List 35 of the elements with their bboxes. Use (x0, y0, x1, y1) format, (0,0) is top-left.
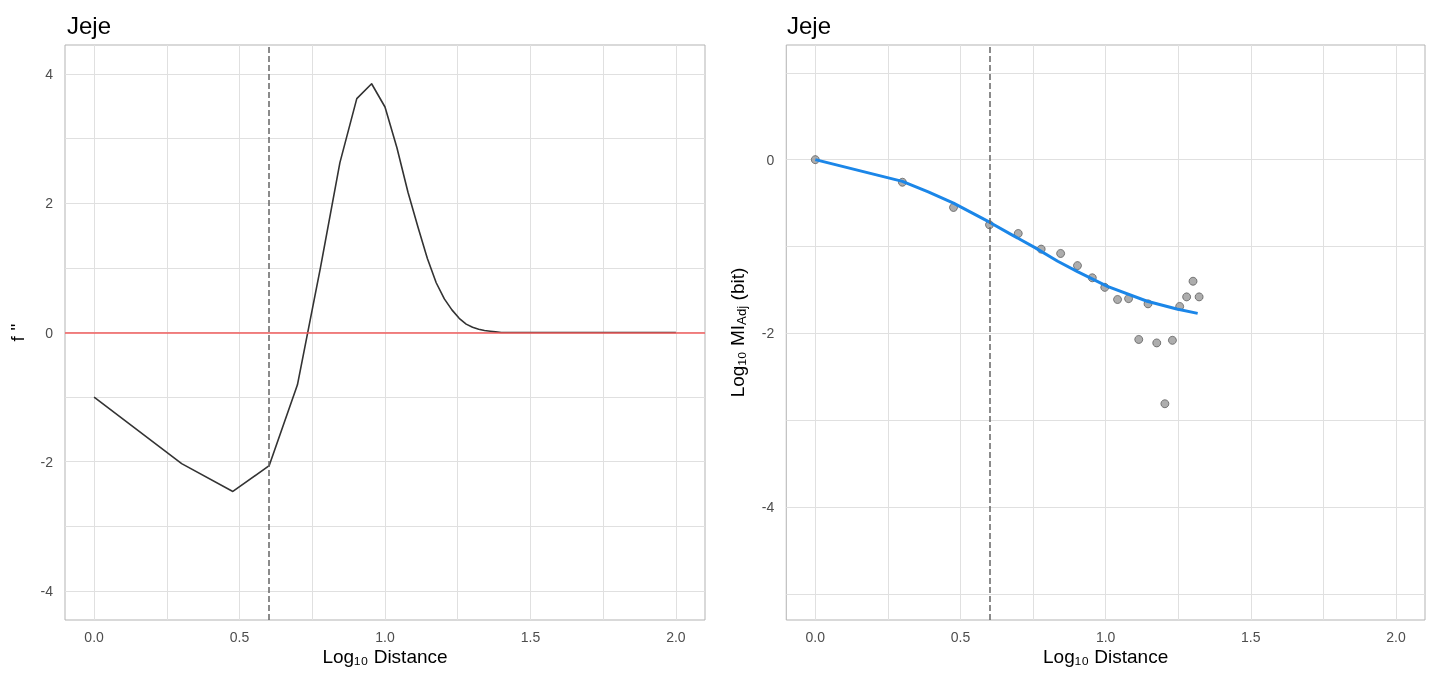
x-tick-label: 0.0 (805, 629, 826, 645)
point (1182, 292, 1192, 302)
y-tick-label: -2 (761, 325, 775, 342)
point (1013, 229, 1023, 238)
chart-title: Jeje (787, 11, 832, 39)
chart-title: Jeje (67, 11, 112, 39)
x-axis-title: Log₁₀ Distance (322, 646, 448, 667)
x-tick-label: 1.0 (375, 629, 395, 645)
y-tick-label: 0 (45, 324, 54, 341)
x-tick-label: 2.0 (1386, 629, 1406, 645)
point (1134, 335, 1144, 344)
y-tick-label: 2 (45, 195, 54, 212)
point (1168, 335, 1177, 345)
y-tick-label: 4 (45, 66, 54, 83)
x-tick-label: 0.5 (229, 629, 250, 645)
point (1160, 399, 1170, 409)
y-axis-title: f '' (7, 323, 28, 342)
y-tick-label: 0 (766, 151, 775, 168)
point (1194, 292, 1204, 302)
x-tick-label: 0.0 (84, 629, 105, 645)
y-tick-label: -4 (40, 582, 54, 599)
x-tick-label: 0.5 (950, 629, 971, 645)
y-tick-label: -2 (40, 453, 54, 470)
x-axis-title: Log₁₀ Distance (1043, 646, 1169, 667)
point (1188, 276, 1198, 286)
x-tick-label: 1.0 (1095, 629, 1116, 645)
x-tick-label: 1.5 (1241, 629, 1261, 645)
y-axis-title: Log₁₀ MIAdj (bit) (727, 267, 750, 398)
point (1073, 261, 1082, 271)
x-tick-label: 1.5 (520, 629, 541, 645)
point (1113, 295, 1122, 304)
y-tick-label: -4 (761, 499, 775, 516)
point (1152, 338, 1162, 348)
point (1056, 249, 1066, 258)
x-tick-label: 2.0 (666, 629, 686, 645)
